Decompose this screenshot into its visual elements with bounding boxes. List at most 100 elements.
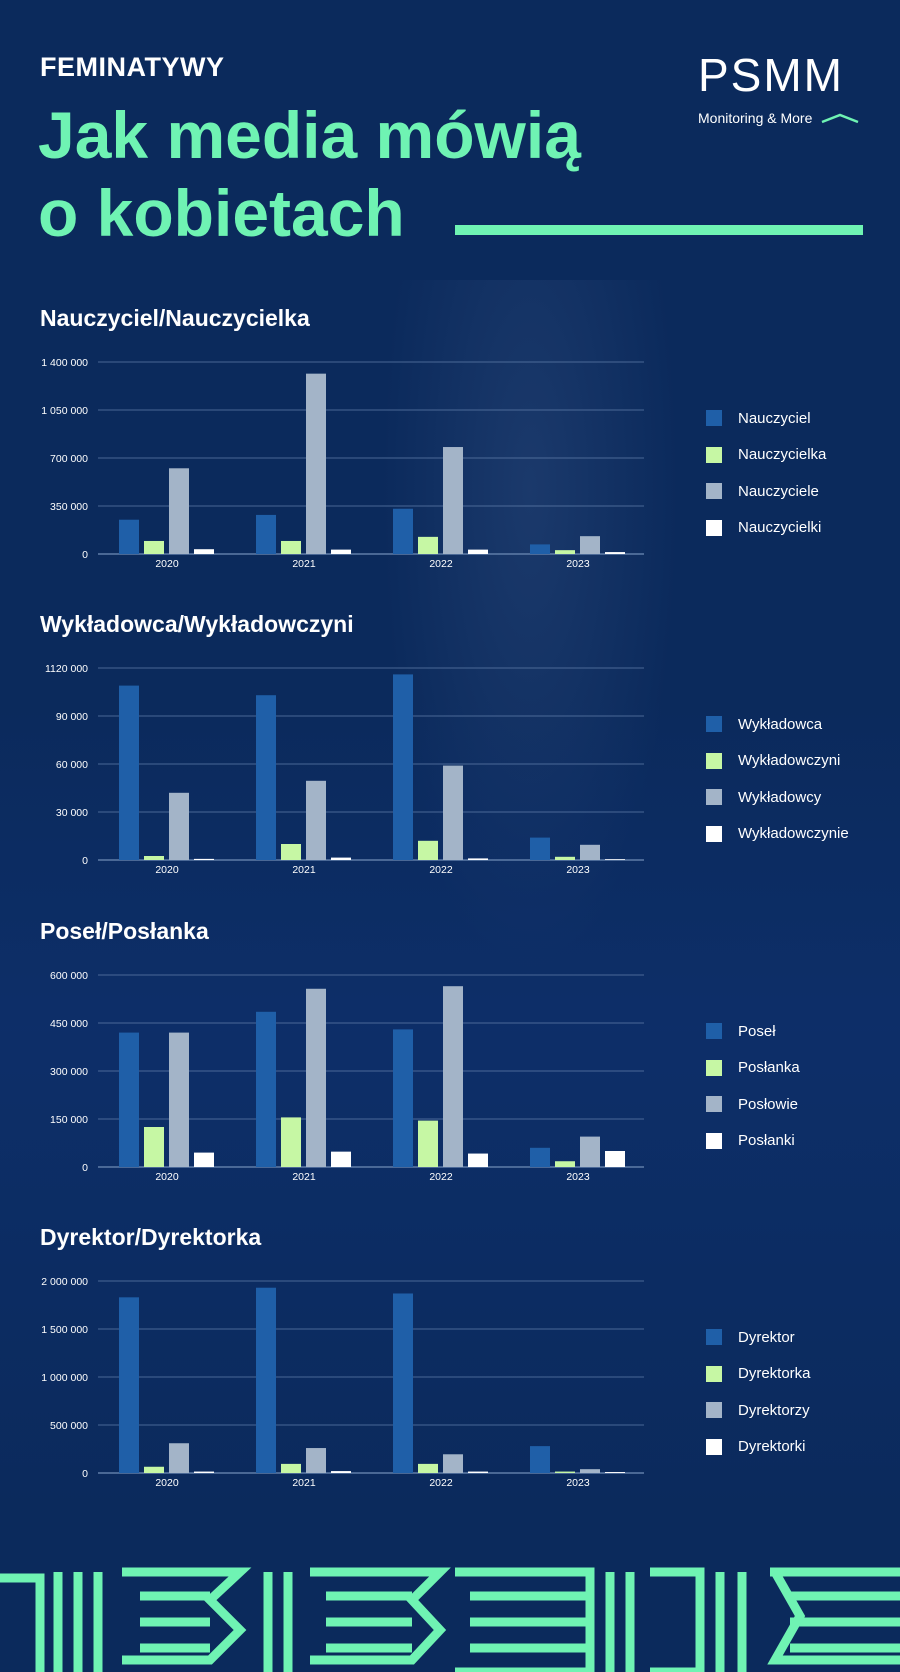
legend-label: Dyrektor	[738, 1328, 795, 1346]
y-tick-label: 1 050 000	[41, 405, 88, 417]
legend-swatch	[706, 716, 722, 733]
y-tick-label: 300 000	[50, 1066, 88, 1078]
bar	[169, 1032, 189, 1167]
bar	[331, 549, 351, 554]
bar	[393, 1293, 413, 1473]
chart-legend: Wykładowca Wykładowczyni Wykładowcy Wykł…	[706, 706, 849, 852]
legend-swatch	[706, 1096, 722, 1113]
y-tick-label: 90 000	[56, 711, 88, 723]
x-tick-label: 2022	[429, 864, 453, 876]
x-tick-label: 2021	[292, 1171, 316, 1183]
bar	[393, 674, 413, 860]
x-tick-label: 2022	[429, 1477, 453, 1489]
legend-swatch	[706, 446, 722, 463]
legend-swatch	[706, 1023, 722, 1040]
bar	[468, 1153, 488, 1167]
bar	[281, 1463, 301, 1473]
bar	[169, 468, 189, 554]
bar	[468, 858, 488, 860]
y-tick-label: 700 000	[50, 453, 88, 465]
logo-wordmark: PSMM	[698, 49, 844, 101]
x-tick-label: 2023	[566, 558, 590, 570]
bar	[119, 685, 139, 860]
x-tick-label: 2023	[566, 1171, 590, 1183]
bar	[194, 1471, 214, 1473]
legend-item: Nauczycielka	[706, 437, 826, 474]
bar	[144, 1127, 164, 1167]
bar	[605, 859, 625, 860]
chart-mp: Poseł/Posłanka 0 150 000 300 000 450 000 600…	[0, 918, 900, 1208]
bar	[256, 1011, 276, 1167]
legend-label: Nauczycielka	[738, 446, 827, 464]
bar	[281, 844, 301, 860]
legend-item: Dyrektorka	[706, 1356, 811, 1393]
y-tick-label: 2 000 000	[41, 1276, 88, 1288]
chart-title: Dyrektor/Dyrektorka	[40, 1224, 262, 1250]
y-tick-label: 60 000	[56, 759, 88, 771]
bar	[530, 1147, 550, 1167]
x-tick-label: 2021	[292, 1477, 316, 1489]
bar	[393, 508, 413, 554]
legend-label: Nauczycielki	[738, 519, 822, 537]
legend-swatch	[706, 1438, 722, 1455]
bar	[580, 1136, 600, 1167]
legend-label: Dyrektorki	[738, 1438, 806, 1456]
chart-teacher: Nauczyciel/Nauczycielka 0 350 000 700 000 1…	[0, 305, 900, 595]
y-tick-label: 150 000	[50, 1114, 88, 1126]
chart-title: Poseł/Posłanka	[40, 918, 209, 944]
legend-label: Wykładowczynie	[738, 825, 849, 843]
legend-label: Poseł	[738, 1022, 776, 1040]
legend-swatch	[706, 483, 722, 500]
x-tick-label: 2023	[566, 1477, 590, 1489]
chart-legend: Poseł Posłanka Posłowie Posłanki	[706, 1013, 800, 1159]
x-tick-label: 2022	[429, 558, 453, 570]
bar	[256, 514, 276, 554]
bar	[530, 837, 550, 860]
bar	[331, 1151, 351, 1167]
bar	[194, 1152, 214, 1167]
legend-label: Wykładowca	[738, 715, 823, 733]
legend-item: Nauczyciel	[706, 400, 826, 437]
chart-plot: 0 500 000 1 000 000 1 500 000 2 000 000 2020 2…	[41, 1276, 644, 1489]
y-tick-label: 0	[82, 1162, 88, 1174]
x-tick-label: 2020	[155, 864, 179, 876]
legend-label: Nauczyciele	[738, 482, 819, 500]
legend-item: Posłanki	[706, 1123, 800, 1160]
bar	[256, 695, 276, 860]
title-underline	[455, 225, 863, 235]
legend-swatch	[706, 789, 722, 806]
legend-swatch	[706, 825, 722, 842]
legend-label: Wykładowcy	[738, 788, 822, 806]
bar	[580, 1469, 600, 1473]
bar	[443, 447, 463, 554]
y-tick-label: 350 000	[50, 501, 88, 513]
bar	[194, 549, 214, 554]
legend-swatch	[706, 519, 722, 536]
y-tick-label: 1 400 000	[41, 357, 88, 369]
x-tick-label: 2020	[155, 1171, 179, 1183]
legend-swatch	[706, 1059, 722, 1076]
bar	[119, 1032, 139, 1167]
bar	[393, 1029, 413, 1167]
chart-plot: 0 30 000 60 000 90 000 1120 000 2020 2021 2022 2…	[45, 663, 644, 876]
page-title: Jak media mówią o kobietach	[38, 96, 581, 252]
legend-swatch	[706, 1365, 722, 1382]
legend-label: Dyrektorzy	[738, 1401, 810, 1419]
legend-item: Dyrektorki	[706, 1429, 811, 1466]
background-photo	[380, 280, 680, 980]
legend-item: Posłowie	[706, 1086, 800, 1123]
legend-label: Dyrektorka	[738, 1365, 811, 1383]
legend-label: Posłanki	[738, 1132, 795, 1150]
chart-legend: Dyrektor Dyrektorka Dyrektorzy Dyrektork…	[706, 1319, 811, 1465]
legend-swatch	[706, 752, 722, 769]
bar	[605, 1151, 625, 1167]
x-tick-label: 2021	[292, 558, 316, 570]
bar	[119, 519, 139, 554]
kicker: FEMINATYWY	[40, 52, 225, 82]
x-tick-label: 2022	[429, 1171, 453, 1183]
bar	[468, 1471, 488, 1473]
bar	[555, 1161, 575, 1167]
chart-title: Nauczyciel/Nauczycielka	[40, 305, 310, 331]
legend-item: Dyrektor	[706, 1319, 811, 1356]
bar	[331, 857, 351, 860]
